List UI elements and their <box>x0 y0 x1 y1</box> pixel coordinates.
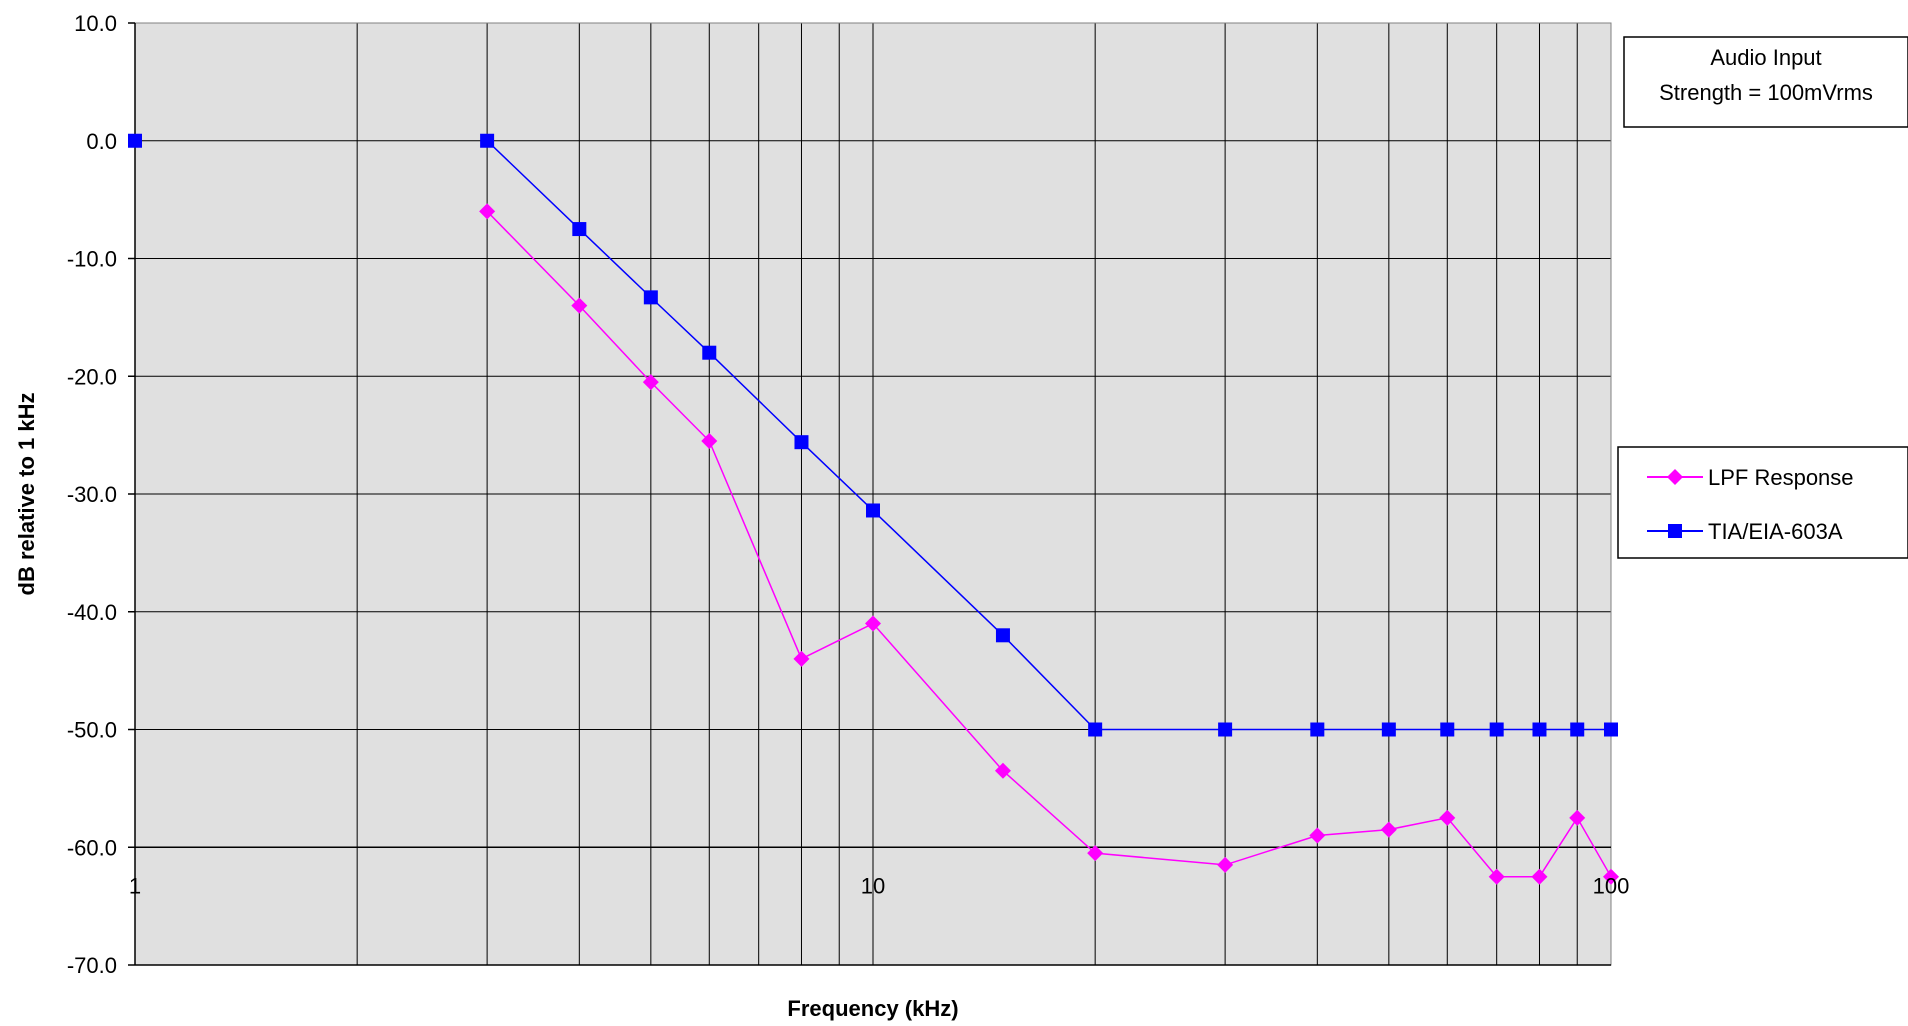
series-line <box>486 210 1612 878</box>
data-point <box>1570 722 1585 737</box>
series-2 <box>128 133 1618 737</box>
x-tick-label: 100 <box>1593 873 1630 898</box>
series-line <box>486 140 1611 731</box>
legend-label: TIA/EIA-603A <box>1708 519 1843 544</box>
data-point <box>794 435 809 450</box>
data-point <box>1603 868 1619 885</box>
data-point <box>1488 868 1505 885</box>
tick-labels: 10.0 0.0 -10.0 -20.0 -30.0 -40.0 -50.0 -60.0 -70… <box>67 11 1630 978</box>
data-point <box>1569 809 1586 826</box>
y-tick-label: -70.0 <box>67 953 117 978</box>
data-point <box>995 628 1010 643</box>
data-point <box>480 133 495 148</box>
data-point <box>1218 722 1233 737</box>
series-1 <box>479 203 1619 885</box>
data-point <box>865 615 881 632</box>
data-point <box>1310 722 1325 737</box>
data-point <box>572 222 587 237</box>
y-tick-label: -20.0 <box>67 364 117 389</box>
data-point <box>793 650 810 667</box>
y-tick-label: -60.0 <box>67 835 117 860</box>
data-point <box>701 433 718 450</box>
y-tick-label: -50.0 <box>67 718 117 743</box>
x-axis-title: Frequency (kHz) <box>787 996 958 1021</box>
data-point <box>1439 809 1456 826</box>
data-point <box>1489 722 1504 737</box>
legend-items: LPF Response TIA/EIA-603A <box>1647 465 1854 544</box>
annotation-line-2: Strength = 100mVrms <box>1659 80 1873 105</box>
data-point <box>994 762 1011 779</box>
axes <box>128 22 1611 966</box>
data-point <box>1532 722 1547 737</box>
annotation-box: Audio Input Strength = 100mVrms <box>1623 36 1908 128</box>
legend-frame <box>1617 446 1908 559</box>
data-point <box>1088 722 1103 737</box>
y-tick-label: -30.0 <box>67 482 117 507</box>
annotation-frame <box>1623 36 1908 128</box>
legend-swatch-marker <box>1668 524 1682 538</box>
data-point <box>1217 856 1234 873</box>
legend-swatch-marker <box>1667 469 1683 485</box>
data-point <box>643 290 658 305</box>
annotation-line-1: Audio Input <box>1710 45 1821 70</box>
y-axis-title: dB relative to 1 kHz <box>14 393 39 596</box>
data-point <box>1381 722 1396 737</box>
legend: LPF Response TIA/EIA-603A <box>1617 446 1908 559</box>
data-point <box>1309 827 1326 844</box>
data-point <box>571 297 588 314</box>
data-point <box>866 503 880 518</box>
data-point <box>1440 722 1455 737</box>
data-point <box>479 203 496 220</box>
data-point <box>128 133 142 148</box>
x-tick-label: 10 <box>861 873 885 898</box>
x-tick-label: 1 <box>129 873 141 898</box>
data-point <box>642 374 659 391</box>
y-tick-label: -10.0 <box>67 247 117 272</box>
y-tick-label: 0.0 <box>86 129 117 154</box>
data-point <box>1380 821 1397 838</box>
data-point <box>1604 722 1618 737</box>
y-tick-label: -40.0 <box>67 600 117 625</box>
series-layer <box>128 133 1619 885</box>
legend-label: LPF Response <box>1708 465 1854 490</box>
data-point <box>1087 845 1104 862</box>
data-point <box>702 345 717 360</box>
y-tick-label: 10.0 <box>74 11 117 36</box>
data-point <box>1531 868 1548 885</box>
